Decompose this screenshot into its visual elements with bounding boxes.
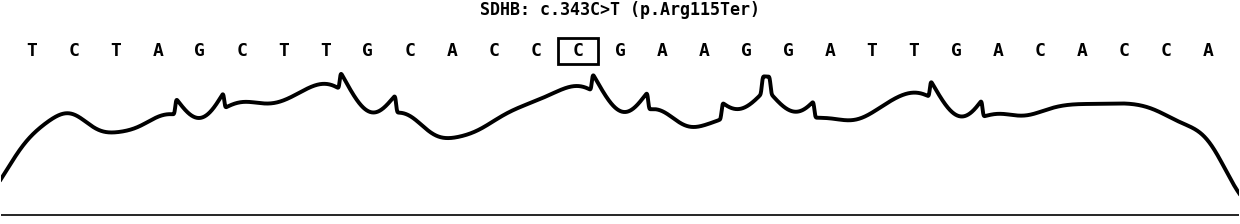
Text: C: C (1161, 42, 1172, 60)
Title: SDHB: c.343C>T (p.Arg115Ter): SDHB: c.343C>T (p.Arg115Ter) (480, 1, 760, 19)
Text: G: G (195, 42, 205, 60)
Text: C: C (404, 42, 415, 60)
Text: T: T (909, 42, 920, 60)
Text: T: T (867, 42, 878, 60)
Text: A: A (153, 42, 164, 60)
Text: T: T (278, 42, 289, 60)
Text: A: A (1076, 42, 1087, 60)
Text: C: C (531, 42, 542, 60)
Text: A: A (993, 42, 1003, 60)
Text: A: A (825, 42, 836, 60)
Text: G: G (951, 42, 962, 60)
Text: T: T (110, 42, 122, 60)
Text: A: A (446, 42, 458, 60)
Text: T: T (320, 42, 331, 60)
Text: G: G (362, 42, 373, 60)
Text: G: G (615, 42, 625, 60)
Text: C: C (237, 42, 247, 60)
Text: T: T (26, 42, 37, 60)
Bar (558, 38, 598, 65)
Text: A: A (657, 42, 667, 60)
Text: C: C (1035, 42, 1045, 60)
Text: C: C (68, 42, 79, 60)
Text: C: C (489, 42, 500, 60)
Text: G: G (782, 42, 794, 60)
Text: C: C (1118, 42, 1130, 60)
Text: A: A (698, 42, 709, 60)
Text: C: C (573, 42, 583, 60)
Text: G: G (740, 42, 751, 60)
Text: A: A (1203, 42, 1214, 60)
